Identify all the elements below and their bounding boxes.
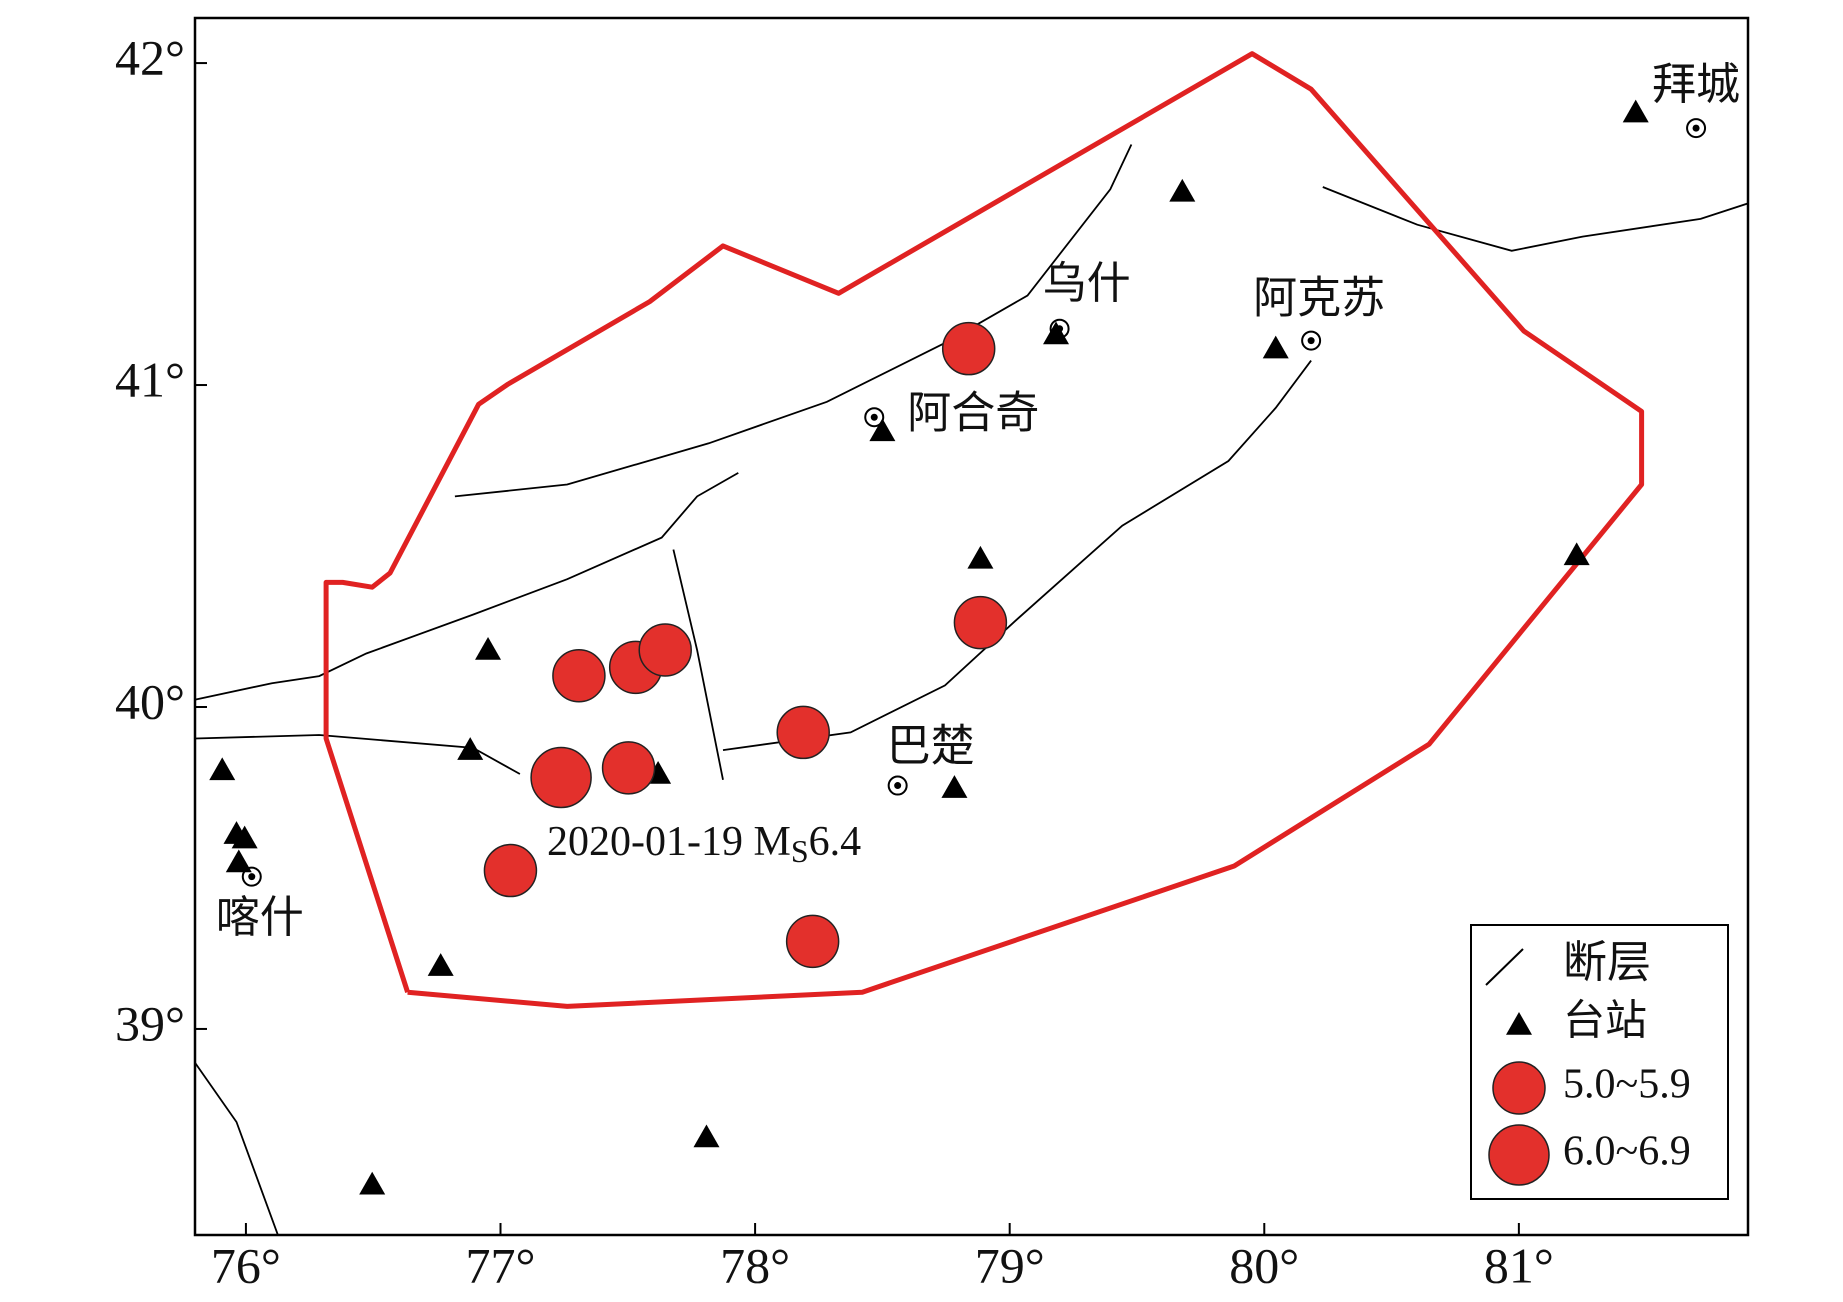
earthquake xyxy=(601,741,656,795)
station xyxy=(1563,542,1590,566)
station xyxy=(225,849,252,873)
station xyxy=(475,637,502,660)
earthquake xyxy=(1492,1061,1546,1115)
city-label: 乌什 xyxy=(1043,259,1131,308)
earthquake xyxy=(530,746,592,809)
annotation-part: 6.4 xyxy=(809,819,862,865)
station xyxy=(359,1171,386,1195)
city-dot xyxy=(894,782,902,790)
x-tick-label: 77° xyxy=(466,1237,536,1293)
city-label: 阿合奇 xyxy=(907,388,1039,437)
city-dot xyxy=(870,413,878,421)
station xyxy=(209,757,236,781)
city-label: 拜城 xyxy=(1652,60,1740,109)
station xyxy=(1262,335,1289,359)
legend-label: 断层 xyxy=(1563,938,1651,987)
x-tick-label: 81° xyxy=(1484,1237,1554,1293)
station xyxy=(427,953,454,976)
city-label: 喀什 xyxy=(216,893,304,942)
earthquake xyxy=(953,595,1008,650)
x-tick-label: 79° xyxy=(975,1237,1045,1293)
fault-line xyxy=(722,360,1312,751)
legend-label: 5.0~5.9 xyxy=(1563,1062,1691,1108)
fault-line xyxy=(672,549,724,780)
y-tick-label: 39° xyxy=(115,995,185,1051)
earthquake xyxy=(552,649,606,703)
earthquake xyxy=(483,843,538,898)
city-dot xyxy=(1692,124,1700,132)
station xyxy=(941,775,968,798)
y-tick-label: 40° xyxy=(115,673,185,729)
event-annotation: 2020-01-19 MS6.4 xyxy=(547,819,861,870)
earthquake xyxy=(776,705,830,760)
y-tick-label: 42° xyxy=(115,30,185,86)
earthquake xyxy=(1488,1124,1550,1186)
x-tick-label: 76° xyxy=(211,1237,281,1293)
annotation-part: S xyxy=(791,833,809,869)
fault-line xyxy=(454,144,1133,498)
station xyxy=(1506,1012,1532,1035)
city-label: 巴楚 xyxy=(887,722,975,771)
x-tick-label: 78° xyxy=(720,1237,790,1293)
station xyxy=(869,418,896,442)
earthquake xyxy=(638,623,692,677)
station xyxy=(1622,99,1649,123)
x-tick-label: 80° xyxy=(1229,1237,1299,1293)
legend-label: 6.0~6.9 xyxy=(1563,1129,1691,1175)
station xyxy=(1169,178,1196,202)
legend-fault-sample xyxy=(1485,948,1524,986)
fault-line xyxy=(195,734,521,775)
station xyxy=(1043,321,1070,345)
fault-line xyxy=(195,472,739,701)
y-tick-label: 41° xyxy=(115,352,185,408)
study-area-boundary xyxy=(323,51,1645,1009)
earthquake xyxy=(941,321,996,376)
earthquake xyxy=(785,914,840,969)
fault-line xyxy=(1322,186,1748,252)
station xyxy=(457,737,484,760)
fault-line xyxy=(195,1062,279,1235)
station xyxy=(231,825,258,849)
station xyxy=(967,545,994,569)
city-dot xyxy=(248,873,256,881)
station xyxy=(693,1124,720,1148)
city-label: 阿克苏 xyxy=(1253,274,1385,323)
city-dot xyxy=(1307,337,1315,345)
annotation-part: 2020-01-19 M xyxy=(547,819,791,865)
plot-frame xyxy=(193,16,1750,1237)
legend-label: 台站 xyxy=(1563,999,1647,1045)
